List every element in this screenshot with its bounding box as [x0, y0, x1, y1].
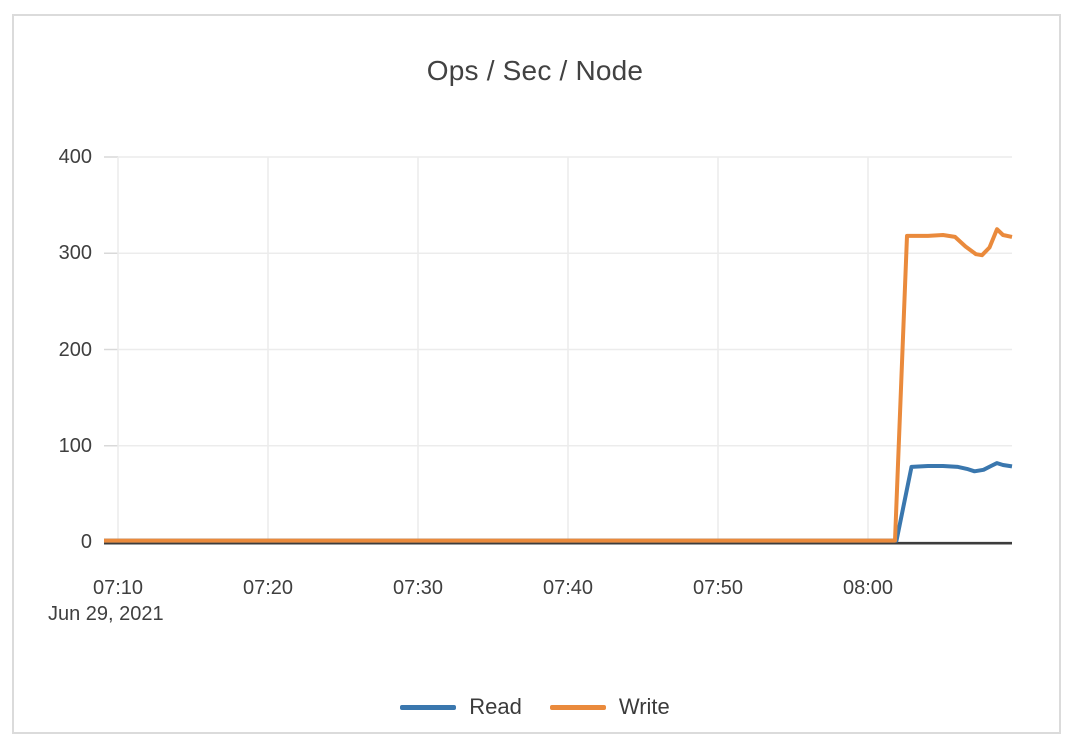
legend: Read Write — [0, 694, 1070, 720]
read-series-swatch-icon — [400, 704, 457, 710]
legend-item-read[interactable]: Read — [400, 694, 522, 720]
y-tick-label: 0 — [80, 531, 92, 553]
chart-title: Ops / Sec / Node — [426, 55, 644, 86]
chart-panel — [12, 14, 1061, 734]
legend-label-read: Read — [469, 694, 522, 719]
legend-label-write: Write — [618, 694, 670, 719]
x-axis-date-label: Jun 29, 2021 — [48, 603, 164, 625]
y-tick-label: 100 — [58, 434, 92, 457]
y-tick-label: 200 — [58, 338, 92, 361]
read-line — [104, 461, 1013, 543]
legend-item-write[interactable]: Write — [549, 694, 670, 720]
x-tick-label: 07:20 — [242, 577, 294, 599]
x-tick-label: 07:10 — [92, 577, 144, 599]
y-tick-label: 400 — [58, 146, 92, 168]
x-tick-label: 07:50 — [692, 577, 744, 599]
x-tick-label: 08:00 — [842, 577, 894, 599]
write-series-swatch-icon — [549, 704, 606, 710]
x-tick-label: 07:30 — [392, 577, 444, 599]
y-tick-label: 300 — [58, 242, 92, 265]
write-line — [104, 227, 1013, 543]
x-tick-label: 07:40 — [542, 577, 594, 599]
